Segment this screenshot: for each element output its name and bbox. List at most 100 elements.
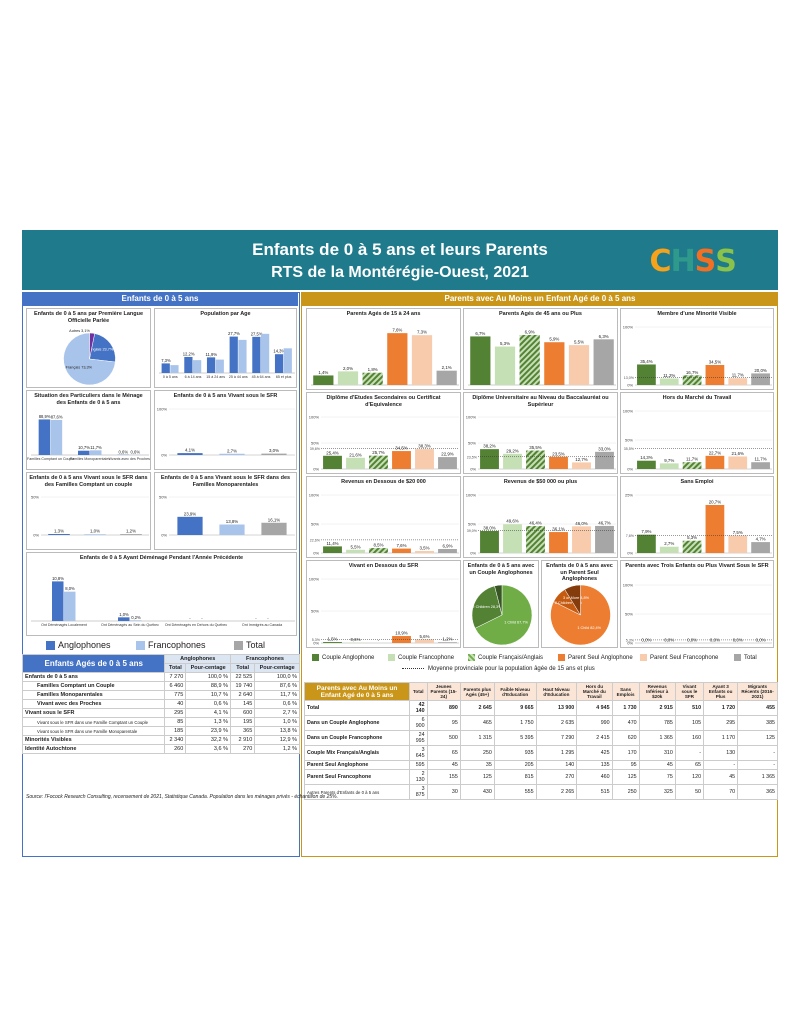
table-row: Dans un Couple Francophone 24 995 500 1 315… bbox=[304, 730, 778, 746]
row-label: Total bbox=[304, 700, 410, 716]
bar bbox=[480, 449, 499, 469]
table-row: Couple Mix Français/Anglais 3 645 65 250 935… bbox=[304, 745, 778, 761]
bar bbox=[219, 453, 245, 455]
table-cell: 465 bbox=[459, 715, 495, 731]
chart-dip_univ: 100% 50% 0% 38,2% 29,2% 35,5% 23,5% 12,7% 33,0% 2… bbox=[463, 392, 618, 474]
bar bbox=[494, 346, 516, 385]
bar bbox=[337, 371, 359, 385]
data-label: 4,1% bbox=[185, 448, 195, 453]
table-cell: 2 265 bbox=[535, 784, 578, 800]
table-cell: 1 750 bbox=[493, 715, 537, 731]
row-label: Vivant avec des Proches bbox=[21, 699, 166, 709]
bar bbox=[161, 363, 170, 373]
data-label: 22,7% bbox=[709, 450, 722, 455]
chart-svg: Anglais 23,7% Français 73,3% Autres 3,1% bbox=[63, 329, 116, 386]
y-tick-label: 0% bbox=[627, 383, 633, 388]
y-tick-label: 0% bbox=[313, 467, 319, 472]
y-tick-label: 0% bbox=[33, 533, 39, 538]
table-column-header: Migrants Récents (2016-2021) bbox=[737, 682, 778, 701]
data-label: 0,0% bbox=[710, 638, 720, 643]
table-cell: 1 295 bbox=[535, 745, 578, 761]
pie-slice bbox=[471, 585, 503, 629]
row-label: Familles Comptant un Couple bbox=[21, 681, 166, 691]
data-label: 5,3% bbox=[687, 535, 697, 540]
data-label: 25,4% bbox=[326, 450, 339, 455]
data-label: 20,0% bbox=[754, 368, 767, 373]
data-label: 16,7% bbox=[686, 370, 699, 375]
bar bbox=[572, 462, 591, 469]
chart-svg: 7,3% 12,2% 11,9% 27,7% 27,5% 14,3% 0 à 5 ans 6 … bbox=[159, 331, 295, 379]
table-cell: 5 395 bbox=[493, 730, 537, 746]
legend-right: Couple Anglophone Couple Francophone Cou… bbox=[306, 652, 776, 664]
bar bbox=[50, 419, 63, 455]
bar bbox=[705, 504, 725, 553]
y-tick-label: 100% bbox=[623, 409, 634, 414]
bar bbox=[659, 546, 679, 553]
y-tick-label: 50% bbox=[625, 438, 633, 443]
table-cell: 3 875 bbox=[409, 784, 428, 800]
data-label: 35,5% bbox=[529, 445, 542, 450]
y-tick-label: 50% bbox=[468, 441, 476, 446]
row-label: Autres Parents d'Enfants de 0 à 5 ans bbox=[304, 784, 410, 800]
pie-slice bbox=[89, 333, 116, 363]
chart-sous_sfr: 100% 50% 0% 1,5% 0,6% -10,9% 5,6% 1,2% 5,3% Vivan… bbox=[306, 560, 461, 648]
y-tick-label: 100% bbox=[623, 325, 634, 330]
chart-title: Diplôme d'Etudes Secondaires ou Certific… bbox=[326, 395, 441, 408]
chart-pie_couple: 1 Child 67,7% 2 Children 28,3% 3 or More 4… bbox=[463, 560, 539, 648]
bar bbox=[369, 455, 388, 469]
data-label: 7,9% bbox=[641, 529, 651, 534]
bar bbox=[184, 356, 193, 373]
average-label: 39,6% bbox=[310, 447, 321, 451]
table-cell: 3,6 % bbox=[185, 744, 231, 754]
table-cell: 125 bbox=[737, 730, 778, 746]
table-cell: - bbox=[674, 745, 705, 761]
bar bbox=[84, 534, 106, 535]
pie-slice bbox=[89, 332, 95, 360]
data-label: 11,9% bbox=[206, 352, 218, 357]
data-label: 21,6% bbox=[349, 452, 362, 457]
chart-title: Parents Agés de 15 à 24 ans bbox=[346, 311, 421, 317]
y-tick-label: 100% bbox=[466, 493, 477, 498]
bar bbox=[751, 373, 770, 385]
bar bbox=[436, 370, 457, 385]
data-label: 38,2% bbox=[483, 444, 496, 449]
data-label: 10,7% bbox=[78, 445, 90, 450]
row-label: Minorités Visibles bbox=[21, 735, 166, 745]
legend-item-parent-anglo: Parent Seul Anglophone bbox=[558, 654, 633, 661]
bar bbox=[323, 546, 342, 553]
data-label: 12,2% bbox=[183, 351, 195, 356]
average-note-text: Moyenne provinciale pour la population â… bbox=[428, 666, 595, 672]
data-label: 2,7% bbox=[664, 541, 674, 546]
average-label: 5,3% bbox=[626, 638, 635, 642]
legend-item-francophones: Francophones bbox=[136, 640, 206, 650]
table-cell: 2 910 bbox=[229, 735, 256, 745]
table-cell: 2 635 bbox=[535, 715, 578, 731]
bar bbox=[503, 453, 522, 469]
bar bbox=[64, 591, 76, 621]
table-row: Familles Comptant un Couple 6 460 88,9 % 19… bbox=[21, 681, 300, 691]
y-tick-label: 50% bbox=[311, 609, 319, 614]
data-label: 0,6% bbox=[131, 449, 141, 454]
chart-svg: 50% 0% 23,9% 13,8% 16,1% bbox=[159, 495, 295, 538]
legend-label: Parent Seul Francophone bbox=[650, 654, 719, 661]
chssn-logo: CHSSN bbox=[650, 244, 761, 279]
chart-rev20: 100% 50% 0% 11,4% 5,5% 8,5% 7,6% 3,5% 6,9% 22,6% R… bbox=[306, 476, 461, 558]
table-cell: 785 bbox=[638, 715, 676, 731]
bar bbox=[544, 342, 565, 385]
data-label: 11,7% bbox=[686, 457, 698, 462]
average-label: 5,3% bbox=[312, 638, 321, 642]
data-label: 27,7% bbox=[228, 331, 240, 336]
table-cell: 600 bbox=[229, 708, 256, 718]
x-tick-label: Familles Monoparentales bbox=[70, 457, 110, 461]
table-cell: 13,8 % bbox=[254, 726, 300, 736]
parents-table: Parents avec Au Moins un Enfant Agé de 0… bbox=[304, 682, 778, 800]
pie-label: 3 or More 4,0% bbox=[485, 580, 512, 584]
chart-minorite: 100% 0% 35,4% 11,2% 16,7% 34,5% 11,7% 20,0% 13,0… bbox=[620, 308, 774, 390]
chart-title: Vivant en Dessous du SFR bbox=[348, 563, 419, 569]
data-label: 0,0% bbox=[687, 638, 697, 643]
legend-item-total: Total bbox=[234, 640, 265, 650]
chart-svg: 100% 0% 4,1% 2,7% 3,0% bbox=[157, 407, 295, 458]
table-column-header: Total bbox=[409, 682, 428, 701]
table-column-header: Jeunes Parents (15-24) bbox=[426, 682, 461, 701]
table-subheader: Pour-centage bbox=[185, 663, 231, 673]
